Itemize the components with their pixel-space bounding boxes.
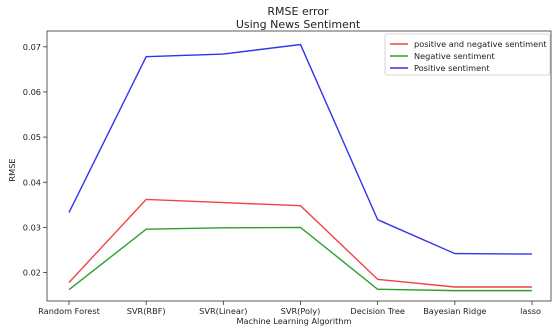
x-axis: Random Forest SVR(RBF) SVR(Linear) SVR(Poly… [38, 301, 541, 316]
x-tick-label: Bayesian Ridge [423, 306, 486, 316]
y-axis: 0.02 0.03 0.04 0.05 0.06 0.07 [23, 42, 47, 278]
y-tick-label: 0.04 [23, 177, 41, 187]
y-tick-label: 0.03 [23, 222, 41, 232]
x-tick-label: SVR(RBF) [127, 306, 166, 316]
y-tick-label: 0.05 [23, 132, 41, 142]
x-tick-label: Decision Tree [350, 306, 405, 316]
chart-subtitle: Using News Sentiment [236, 18, 361, 31]
legend-label: Negative sentiment [414, 51, 496, 61]
y-tick-label: 0.02 [23, 268, 41, 278]
legend-label: Positive sentiment [414, 63, 490, 73]
plot-lines [68, 43, 533, 292]
legend-label: positive and negative sentiment [414, 39, 547, 49]
chart-title: RMSE error [267, 5, 329, 18]
series-line-0 [68, 198, 532, 288]
plot-frame [46, 30, 552, 302]
y-tick-label: 0.06 [23, 87, 41, 97]
legend-box [384, 33, 551, 76]
legend: positive and negative sentiment Negative … [384, 33, 551, 76]
x-tick-label: SVR(Linear) [199, 306, 247, 316]
x-tick-label: lasso [520, 306, 541, 316]
y-tick-label: 0.07 [23, 42, 41, 52]
x-tick-label: Random Forest [38, 306, 100, 316]
series-line-1 [68, 226, 532, 292]
x-tick-label: SVR(Poly) [281, 306, 321, 316]
y-axis-label: RMSE [7, 158, 17, 181]
series-line-2 [68, 43, 533, 255]
x-axis-label: Machine Learning Algorithm [236, 316, 351, 326]
